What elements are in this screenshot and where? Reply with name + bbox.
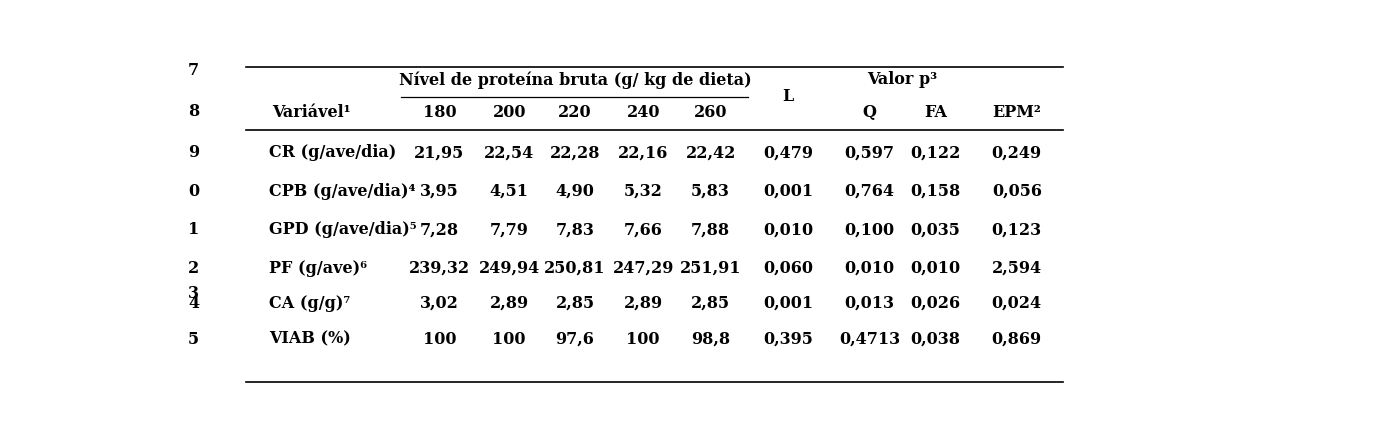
Text: 0,001: 0,001 <box>764 294 813 312</box>
Text: 100: 100 <box>422 331 455 348</box>
Text: 3,95: 3,95 <box>420 183 458 200</box>
Text: 0,249: 0,249 <box>992 144 1042 161</box>
Text: CA (g/g)⁷: CA (g/g)⁷ <box>268 294 351 312</box>
Text: Valor p³: Valor p³ <box>867 71 937 88</box>
Text: 9: 9 <box>189 144 200 161</box>
Text: 0,869: 0,869 <box>992 331 1042 348</box>
Text: 251,91: 251,91 <box>680 260 742 277</box>
Text: 3,02: 3,02 <box>420 294 458 312</box>
Text: 250,81: 250,81 <box>545 260 605 277</box>
Text: 2,89: 2,89 <box>490 294 528 312</box>
Text: 7,88: 7,88 <box>691 221 731 238</box>
Text: 4,90: 4,90 <box>556 183 594 200</box>
Text: 0,060: 0,060 <box>764 260 813 277</box>
Text: Variável¹: Variável¹ <box>272 104 351 121</box>
Text: 0,026: 0,026 <box>911 294 960 312</box>
Text: 2,85: 2,85 <box>691 294 731 312</box>
Text: CPB (g/ave/dia)⁴: CPB (g/ave/dia)⁴ <box>268 183 416 200</box>
Text: GPD (g/ave/dia)⁵: GPD (g/ave/dia)⁵ <box>268 221 417 238</box>
Text: 8: 8 <box>189 103 200 120</box>
Text: 2: 2 <box>189 260 200 277</box>
Text: 2,89: 2,89 <box>623 294 663 312</box>
Text: 200: 200 <box>493 104 526 121</box>
Text: 22,54: 22,54 <box>484 144 534 161</box>
Text: 3: 3 <box>189 285 200 301</box>
Text: 100: 100 <box>626 331 660 348</box>
Text: FA: FA <box>923 104 947 121</box>
Text: 0,395: 0,395 <box>764 331 813 348</box>
Text: 0,479: 0,479 <box>764 144 813 161</box>
Text: 0,764: 0,764 <box>845 183 894 200</box>
Text: 0,010: 0,010 <box>764 221 813 238</box>
Text: 7,83: 7,83 <box>556 221 594 238</box>
Text: 0,597: 0,597 <box>845 144 894 161</box>
Text: 7: 7 <box>189 62 200 79</box>
Text: 0,024: 0,024 <box>992 294 1042 312</box>
Text: 5: 5 <box>189 331 200 348</box>
Text: 260: 260 <box>694 104 728 121</box>
Text: 5,83: 5,83 <box>691 183 731 200</box>
Text: 220: 220 <box>559 104 592 121</box>
Text: 0: 0 <box>189 183 200 200</box>
Text: 0,158: 0,158 <box>911 183 960 200</box>
Text: 7,79: 7,79 <box>490 221 528 238</box>
Text: 21,95: 21,95 <box>414 144 465 161</box>
Text: Nível de proteína bruta (g/ kg de dieta): Nível de proteína bruta (g/ kg de dieta) <box>399 71 751 88</box>
Text: 0,010: 0,010 <box>845 260 894 277</box>
Text: 180: 180 <box>422 104 457 121</box>
Text: 4: 4 <box>189 294 200 312</box>
Text: 7,28: 7,28 <box>420 221 460 238</box>
Text: CR (g/ave/dia): CR (g/ave/dia) <box>268 144 396 161</box>
Text: 0,013: 0,013 <box>845 294 894 312</box>
Text: 1: 1 <box>189 221 200 238</box>
Text: 97,6: 97,6 <box>556 331 594 348</box>
Text: VIAB (%): VIAB (%) <box>268 331 351 348</box>
Text: 0,001: 0,001 <box>764 183 813 200</box>
Text: 0,100: 0,100 <box>845 221 894 238</box>
Text: 247,29: 247,29 <box>612 260 674 277</box>
Text: 0,056: 0,056 <box>992 183 1042 200</box>
Text: 7,66: 7,66 <box>623 221 663 238</box>
Text: 239,32: 239,32 <box>409 260 471 277</box>
Text: 249,94: 249,94 <box>479 260 539 277</box>
Text: 4,51: 4,51 <box>490 183 528 200</box>
Text: 22,16: 22,16 <box>618 144 669 161</box>
Text: 22,42: 22,42 <box>685 144 736 161</box>
Text: 0,038: 0,038 <box>911 331 960 348</box>
Text: Q: Q <box>863 104 877 121</box>
Text: 0,123: 0,123 <box>992 221 1042 238</box>
Text: EPM²: EPM² <box>992 104 1042 121</box>
Text: 2,85: 2,85 <box>556 294 594 312</box>
Text: L: L <box>783 88 794 105</box>
Text: 0,122: 0,122 <box>910 144 960 161</box>
Text: 0,010: 0,010 <box>911 260 960 277</box>
Text: PF (g/ave)⁶: PF (g/ave)⁶ <box>268 260 367 277</box>
Text: 98,8: 98,8 <box>691 331 731 348</box>
Text: 22,28: 22,28 <box>550 144 600 161</box>
Text: 0,035: 0,035 <box>911 221 960 238</box>
Text: 2,594: 2,594 <box>992 260 1042 277</box>
Text: 5,32: 5,32 <box>623 183 663 200</box>
Text: 0,4713: 0,4713 <box>839 331 900 348</box>
Text: 240: 240 <box>626 104 660 121</box>
Text: 100: 100 <box>493 331 526 348</box>
